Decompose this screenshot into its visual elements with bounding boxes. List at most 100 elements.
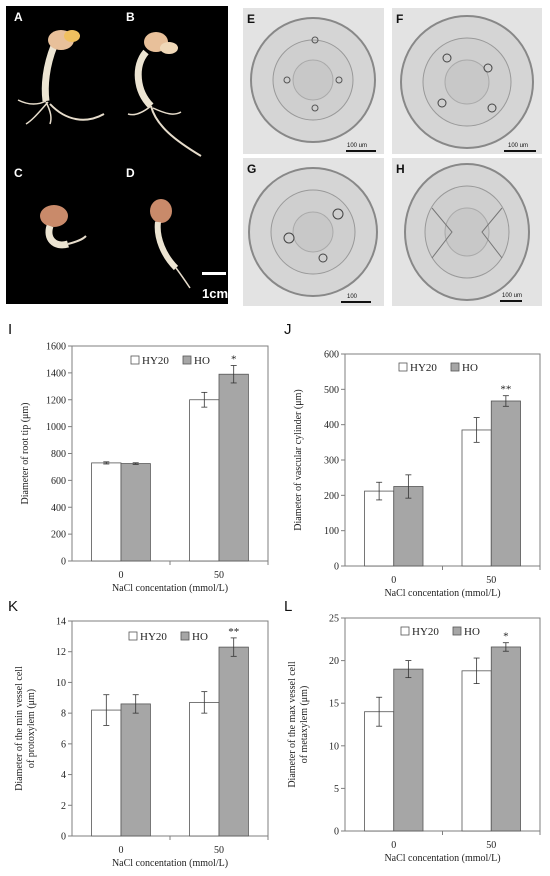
chart-j-bar-hy20-0: [364, 490, 395, 567]
chart-i-bar-hy20-0: [91, 462, 122, 562]
chart-i-x-tick-label-1: 50: [214, 570, 224, 581]
section-photo-e: E 100 um: [243, 8, 384, 154]
chart-j-x-axis-label: NaCl concentation (mmol/L): [384, 588, 500, 599]
panel-label-c: C: [14, 166, 23, 180]
chart-j-y-tick-label-2: 200: [324, 491, 339, 502]
chart-k-x-axis-label: NaCl concentation (mmol/L): [112, 858, 228, 869]
section-e-scale: 100 um: [347, 143, 368, 149]
section-h-illustration: [404, 163, 530, 302]
seedling-d: [150, 199, 191, 289]
chart-i-significance-1: *: [231, 353, 237, 365]
chart-j-legend-swatch-hy20: [398, 362, 408, 372]
chart-i-y-tick-label-1: 200: [51, 530, 66, 541]
panel-label-d: D: [126, 166, 135, 180]
chart-i-plot-frame: [71, 345, 269, 562]
chart-k-y-tick-label-2: 4: [61, 770, 66, 781]
section-f-illustration: [400, 15, 536, 152]
chart-i-bar-ho-1: [218, 373, 249, 562]
chart-k-y-tick-label-0: 0: [61, 832, 66, 843]
chart-j-y-tick-label-4: 400: [324, 420, 339, 431]
chart-l-y-tick-label-3: 15: [329, 699, 339, 710]
chart-i-panel-letter: I: [8, 321, 12, 338]
chart-k-y-tick-label-7: 14: [56, 617, 66, 628]
chart-j-x-tick-label-0: 0: [391, 575, 396, 586]
chart-j-y-axis-label: Diameter of vascular cylinder (μm): [293, 389, 304, 530]
chart-l-y-tick-label-1: 5: [334, 784, 339, 795]
seedling-photo-panel: A B C D 1cm: [6, 6, 228, 304]
chart-j-legend-label-hy20: HY20: [410, 362, 437, 374]
chart-j-significance-1: **: [500, 384, 511, 396]
chart-i-y-tick-label-5: 1000: [46, 422, 66, 433]
chart-l-bar-ho-1: [490, 646, 521, 832]
chart-j-y-tick-label-6: 600: [324, 350, 339, 361]
chart-i-legend-swatch-hy20: [130, 355, 140, 365]
chart-l-x-tick-label-1: 50: [486, 840, 496, 851]
chart-k-significance-1: **: [228, 626, 239, 638]
chart-l-legend-swatch-ho: [452, 626, 462, 636]
seedling-a: [17, 30, 105, 125]
chart-l-y-tick-label-2: 10: [329, 741, 339, 752]
chart-l-legend-swatch-hy20: [400, 626, 410, 636]
chart-j-plot-frame: [344, 353, 541, 567]
chart-i-x-tick-label-0: 0: [119, 570, 124, 581]
chart-j-y-tick-label-0: 0: [334, 562, 339, 573]
chart-j-panel-letter: J: [284, 321, 292, 338]
chart-k-legend-label-ho: HO: [192, 631, 208, 643]
seedling-c: [40, 205, 87, 249]
chart-i-y-tick-label-3: 600: [51, 476, 66, 487]
chart-j-legend-swatch-ho: [450, 362, 460, 372]
chart-k-legend-label-hy20: HY20: [140, 631, 167, 643]
chart-l-bar-hy20-1: [461, 670, 492, 832]
chart-l-plot-frame: [344, 617, 541, 832]
section-g-illustration: [248, 167, 378, 303]
seedling-illustrations: [17, 30, 226, 289]
chart-l-significance-1: *: [503, 631, 509, 643]
section-photo-f: F 100 um: [392, 8, 542, 154]
section-h-scale: 100 um: [502, 293, 523, 299]
chart-i-y-tick-label-8: 1600: [46, 342, 66, 353]
chart-i-legend-swatch-ho: [182, 355, 192, 365]
chart-k-x-tick-label-1: 50: [214, 845, 224, 856]
chart-k-y-axis-label-line2: of protoxylem (μm): [26, 689, 37, 768]
chart-i-y-axis-label: Diameter of root tip (μm): [20, 403, 31, 505]
chart-k-y-tick-label-1: 2: [61, 801, 66, 812]
chart-l-legend-label-ho: HO: [464, 626, 480, 638]
chart-i-y-tick-label-0: 0: [61, 557, 66, 568]
chart-i-y-tick-label-6: 1200: [46, 395, 66, 406]
chart-k-legend-swatch-ho: [180, 631, 190, 641]
chart-k-bar-hy20-1: [189, 701, 220, 837]
section-photo-g: G 100: [243, 158, 384, 306]
chart-k-panel-letter: K: [8, 598, 18, 615]
chart-j-y-tick-label-1: 100: [324, 526, 339, 537]
chart-l-y-tick-label-5: 25: [329, 614, 339, 625]
chart-i-legend-label-ho: HO: [194, 355, 210, 367]
chart-l-legend-label-hy20: HY20: [412, 626, 439, 638]
chart-k-y-tick-label-5: 10: [56, 678, 66, 689]
chart-i-bar-hy20-1: [189, 399, 220, 562]
chart-k-legend-swatch-hy20: [128, 631, 138, 641]
chart-l-x-axis-label: NaCl concentation (mmol/L): [384, 853, 500, 864]
chart-i-legend-label-hy20: HY20: [142, 355, 169, 367]
seedling-scale-bar: [202, 272, 226, 275]
chart-k-x-tick-label-0: 0: [119, 845, 124, 856]
chart-k-y-tick-label-3: 6: [61, 739, 66, 750]
chart-k-y-tick-label-6: 12: [56, 647, 66, 658]
chart-l-bar-hy20-0: [364, 711, 395, 832]
chart-j-x-tick-label-1: 50: [486, 575, 496, 586]
chart-k-plot-frame: [71, 620, 269, 837]
chart-k-y-axis-label: Diameter of the min vessel cell: [14, 666, 25, 791]
chart-j-bar-hy20-1: [461, 429, 492, 567]
chart-i-bar-ho-0: [120, 463, 151, 562]
panel-label-e: E: [247, 12, 256, 26]
section-g-scale: 100: [347, 294, 358, 300]
seedling-b: [127, 32, 202, 157]
section-f-scale: 100 um: [508, 143, 529, 149]
chart-l-x-tick-label-0: 0: [391, 840, 396, 851]
chart-j-legend-label-ho: HO: [462, 362, 478, 374]
chart-l-y-tick-label-0: 0: [334, 827, 339, 838]
chart-i-y-tick-label-4: 800: [51, 449, 66, 460]
chart-l-bar-ho-0: [393, 668, 424, 832]
chart-j-y-tick-label-3: 300: [324, 456, 339, 467]
panel-label-a: A: [14, 10, 23, 24]
section-photo-h: H 100 um: [392, 158, 542, 306]
